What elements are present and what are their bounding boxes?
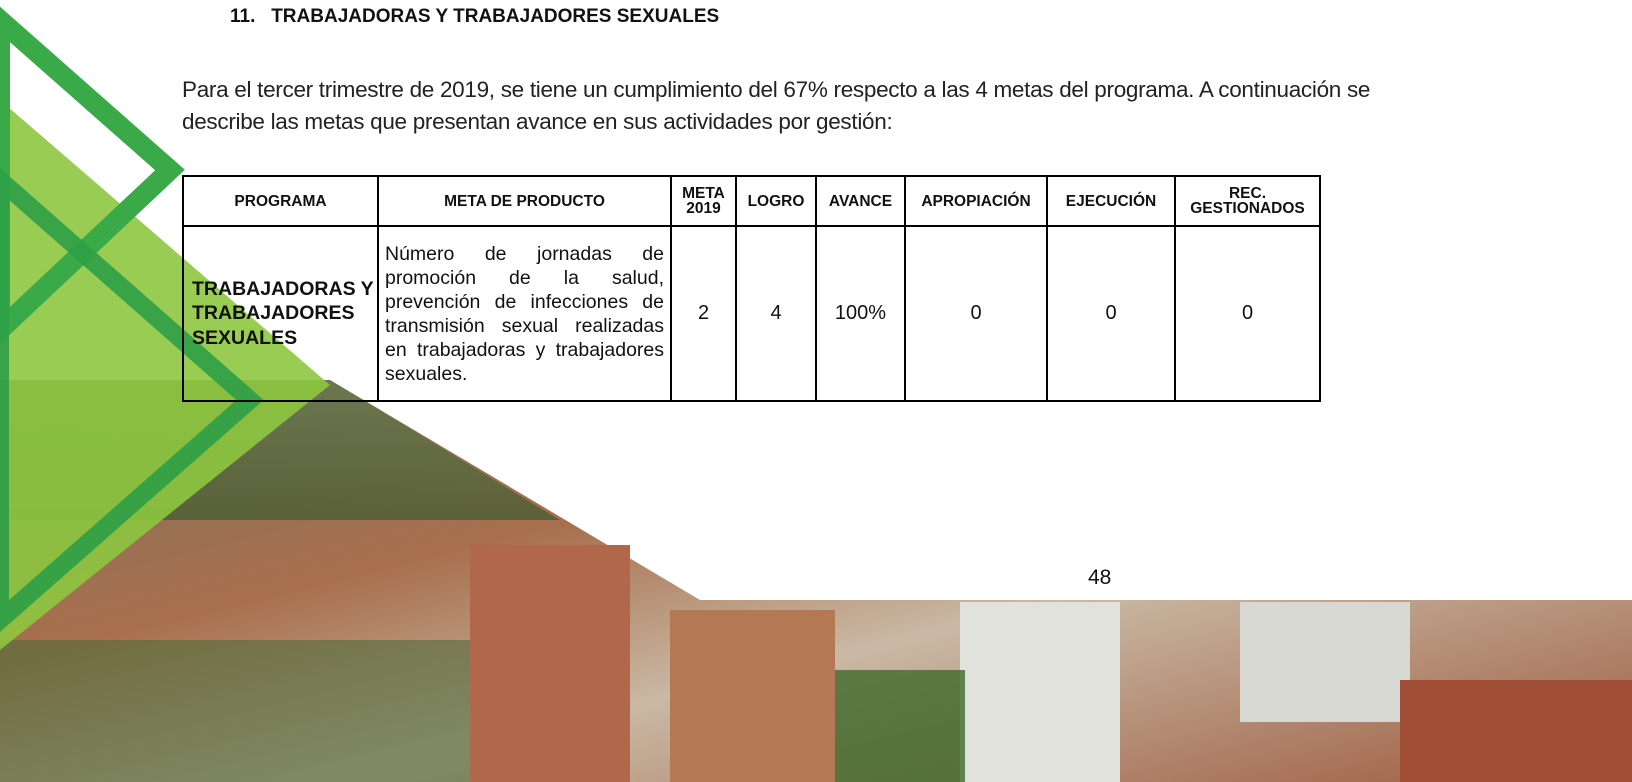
green-chevron bbox=[0, 168, 264, 632]
header-cell: META DE PRODUCTO bbox=[377, 175, 672, 227]
goals-table: PROGRAMA META DE PRODUCTO META 2019 LOGRO AV… bbox=[182, 175, 1321, 402]
header-cell: LOGRO bbox=[735, 175, 817, 227]
building bbox=[1400, 680, 1632, 782]
trees bbox=[0, 640, 470, 782]
value-cell: 0 bbox=[904, 225, 1048, 402]
header-cell: AVANCE bbox=[815, 175, 906, 227]
building bbox=[470, 545, 630, 782]
value-cell: 0 bbox=[1046, 225, 1176, 402]
value-cell: 100% bbox=[815, 225, 906, 402]
header-row: PROGRAMA META DE PRODUCTO META 2019 LOGRO AV… bbox=[182, 175, 1321, 227]
program-cell: TRABAJADORAS Y TRABAJADORES SEXUALES bbox=[182, 225, 379, 402]
goal-cell: Número de jornadas de promoción de la sa… bbox=[377, 225, 672, 402]
header-cell: APROPIACIÓN bbox=[904, 175, 1048, 227]
page-number: 48 bbox=[1088, 566, 1112, 589]
header-cell: EJECUCIÓN bbox=[1046, 175, 1176, 227]
value-cell: 4 bbox=[735, 225, 817, 402]
paragraph: Para el tercer trimestre de 2019, se tie… bbox=[182, 77, 1371, 134]
table-row: TRABAJADORAS Y TRABAJADORES SEXUALES Núme… bbox=[182, 225, 1321, 402]
value-cell: 0 bbox=[1174, 225, 1321, 402]
section-heading: 11. TRABAJADORAS Y TRABAJADORES SEXUALES bbox=[230, 6, 720, 27]
building bbox=[960, 602, 1120, 782]
header-cell: REC. GESTIONADOS bbox=[1174, 175, 1321, 227]
building bbox=[670, 610, 835, 782]
header-cell: PROGRAMA bbox=[182, 175, 379, 227]
trees bbox=[835, 670, 965, 782]
green-triangle bbox=[0, 100, 330, 650]
value-cell: 2 bbox=[670, 225, 737, 402]
header-cell: META 2019 bbox=[670, 175, 737, 227]
building bbox=[1240, 602, 1410, 722]
